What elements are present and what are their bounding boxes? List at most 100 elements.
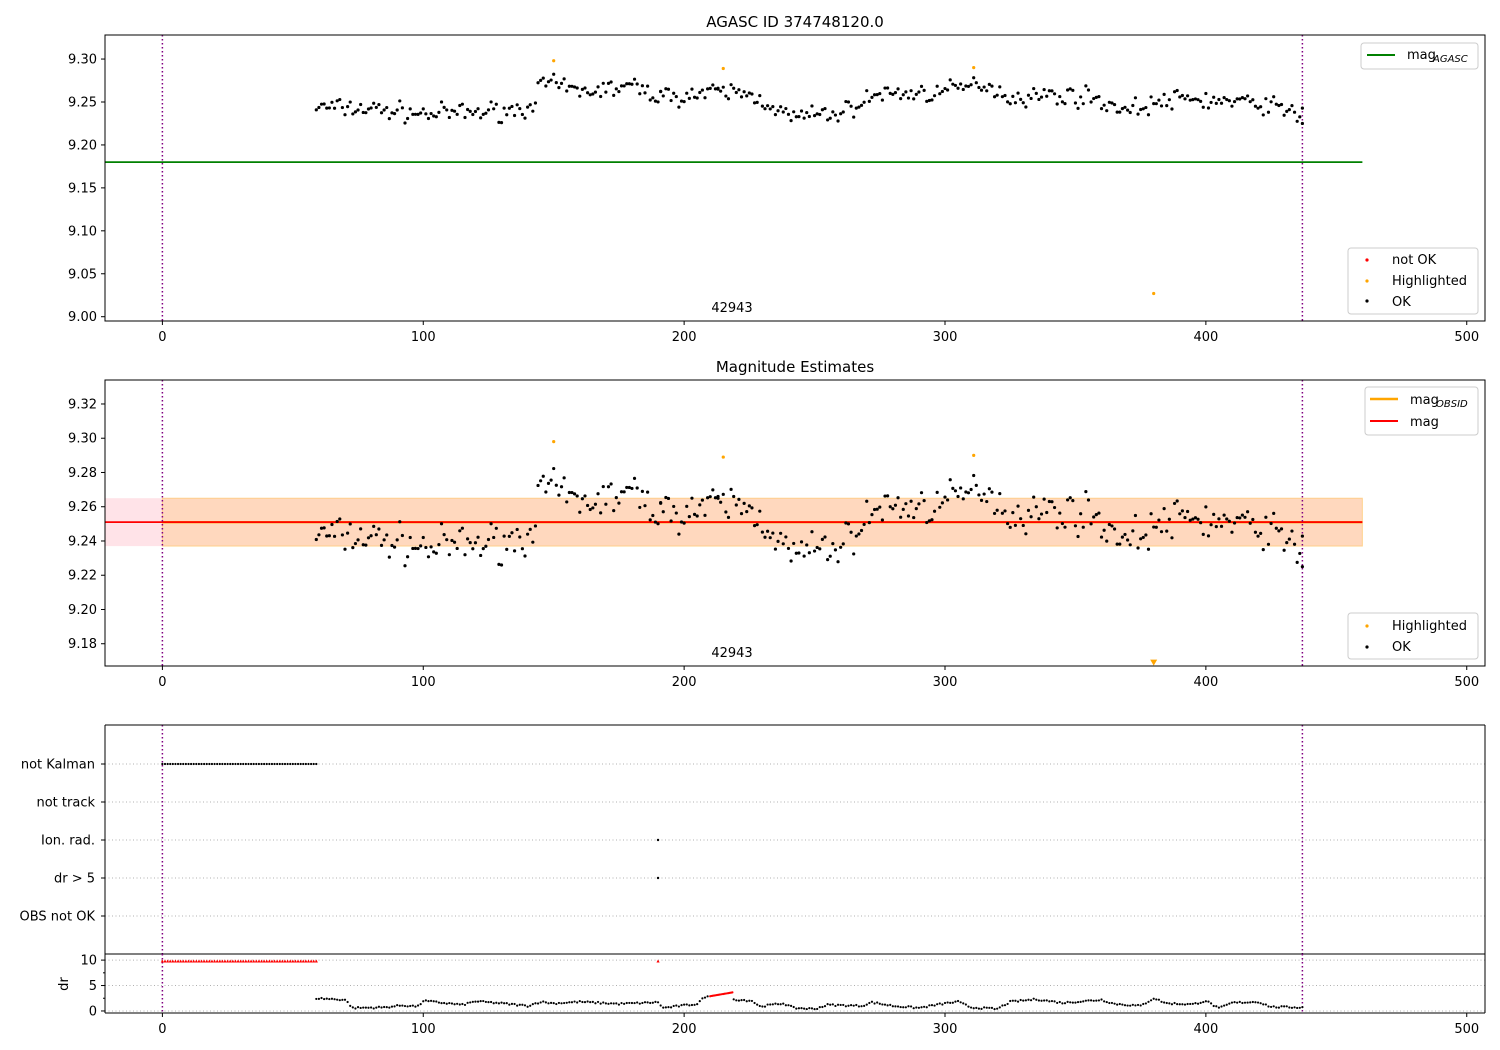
- ok-point: [406, 555, 410, 559]
- dr-point: [779, 1003, 782, 1006]
- ok-point: [612, 93, 616, 97]
- dr-capped-point: [241, 959, 245, 963]
- dr-point: [990, 1006, 994, 1009]
- ok-point: [659, 90, 663, 94]
- ok-point: [382, 538, 386, 542]
- ok-point: [1086, 88, 1091, 92]
- ok-point: [1029, 96, 1033, 101]
- ok-point: [338, 517, 342, 521]
- ok-point: [674, 511, 678, 515]
- dr-point: [453, 1003, 456, 1006]
- dr-point: [448, 1001, 451, 1005]
- dr-point: [1181, 1003, 1184, 1006]
- ok-point: [917, 502, 921, 506]
- ok-point: [374, 105, 378, 110]
- ok-point: [784, 106, 788, 111]
- ok-point: [979, 498, 984, 502]
- ok-point: [319, 102, 324, 106]
- dr-point: [422, 1000, 425, 1003]
- dr-point: [834, 1004, 837, 1008]
- dr-point: [1189, 1002, 1192, 1006]
- ok-point: [1201, 532, 1205, 536]
- ok-point: [875, 507, 879, 511]
- dr-capped-point: [197, 959, 201, 963]
- ok-point: [1024, 105, 1028, 109]
- ok-point: [460, 102, 464, 106]
- ok-point: [1159, 530, 1164, 534]
- ok-point: [1300, 121, 1304, 126]
- ok-point: [990, 84, 994, 88]
- ok-point: [619, 490, 624, 494]
- dr-point: [638, 1002, 641, 1005]
- flag-point: [184, 762, 187, 766]
- ok-point: [1222, 96, 1226, 100]
- y-tick-label: 9.30: [68, 432, 97, 447]
- dr-capped-point: [304, 959, 308, 963]
- ok-point: [742, 90, 746, 94]
- ok-point: [385, 105, 389, 110]
- dr-point: [972, 1007, 975, 1010]
- ok-point: [1081, 525, 1085, 529]
- dr-point: [570, 1001, 574, 1004]
- dr-capped-point: [296, 959, 300, 963]
- dr-point: [557, 1001, 561, 1005]
- dr-point: [698, 1000, 701, 1003]
- ok-point: [1209, 523, 1213, 527]
- ok-point: [776, 109, 780, 113]
- ok-point: [925, 520, 929, 525]
- ok-point: [471, 112, 475, 117]
- ok-point: [815, 545, 819, 550]
- ok-point: [669, 519, 673, 523]
- dr-capped-point: [160, 959, 164, 963]
- ok-point: [1217, 517, 1221, 521]
- ok-point: [413, 112, 418, 116]
- x-tick-label: 0: [158, 330, 166, 345]
- ok-point: [1243, 515, 1247, 519]
- dr-point: [800, 1007, 803, 1010]
- dr-point: [1228, 1002, 1231, 1005]
- ok-point: [325, 106, 329, 110]
- ok-point: [750, 92, 754, 96]
- ok-point: [1178, 95, 1182, 99]
- ok-point: [1045, 510, 1049, 515]
- dr-point: [1202, 1000, 1205, 1004]
- panel-dr-content: 0 100 200 300 400 500 0 5 10: [80, 954, 1485, 1037]
- ok-point: [982, 492, 986, 496]
- dr-point: [383, 1005, 386, 1009]
- ok-point: [831, 541, 835, 546]
- ok-point: [1102, 528, 1106, 532]
- ok-point: [807, 551, 811, 555]
- ok-point: [1232, 521, 1237, 525]
- ok-point: [1287, 537, 1291, 541]
- ok-point: [1068, 496, 1072, 500]
- dr-point: [1014, 999, 1017, 1002]
- ok-point: [361, 110, 365, 115]
- ok-point: [481, 547, 485, 551]
- ok-point: [606, 485, 611, 489]
- dr-point: [1269, 1005, 1273, 1009]
- dr-capped-point: [283, 959, 287, 963]
- dr-point: [388, 1006, 391, 1009]
- ok-point: [507, 534, 511, 538]
- ok-point: [906, 96, 911, 100]
- dr-point: [1241, 1001, 1244, 1005]
- ok-point: [779, 531, 783, 535]
- flag-point: [302, 762, 305, 766]
- ok-point: [878, 91, 882, 96]
- ok-point: [880, 518, 884, 522]
- legend-marker-ok: [1365, 299, 1369, 303]
- ok-point: [1141, 107, 1145, 111]
- dr-point: [667, 1006, 670, 1009]
- dr-point: [1139, 1004, 1142, 1007]
- ok-point: [1097, 511, 1101, 515]
- dr-point: [743, 998, 746, 1002]
- legend-label-highlighted: Highlighted: [1392, 274, 1467, 289]
- ok-point: [766, 529, 770, 533]
- ok-point: [1026, 93, 1031, 97]
- ok-point: [1013, 101, 1018, 105]
- ok-point: [1050, 89, 1054, 93]
- dr-point: [797, 1007, 801, 1010]
- dr-point: [763, 1005, 767, 1008]
- ok-point: [1188, 98, 1192, 102]
- dr-point: [359, 1006, 362, 1010]
